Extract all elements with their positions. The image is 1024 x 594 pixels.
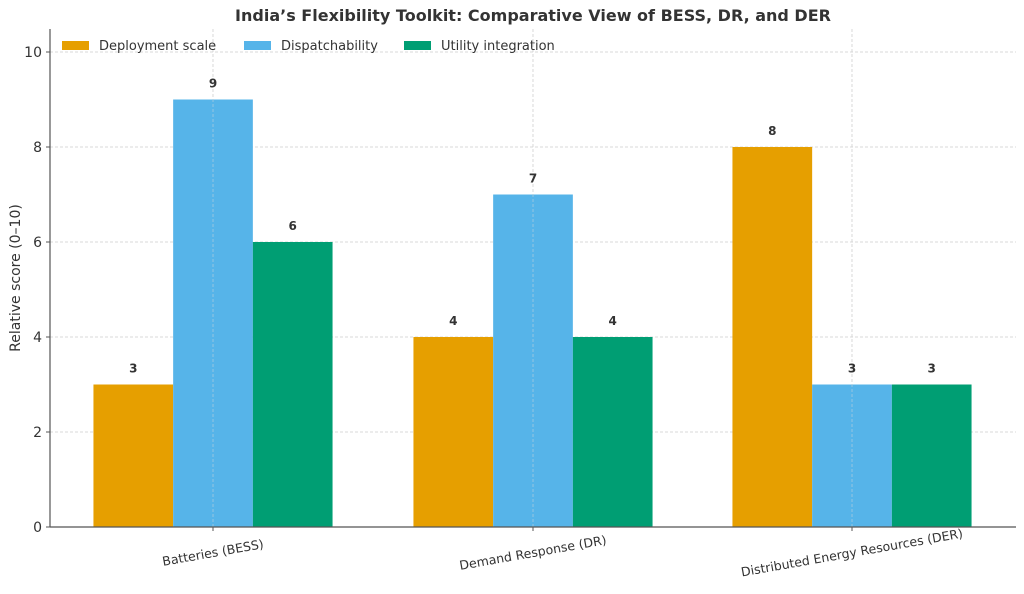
y-ticks: 0 2 4 6 8 10 — [24, 45, 50, 536]
y-tick-label: 0 — [33, 520, 42, 536]
y-tick-label: 8 — [33, 140, 42, 156]
data-label: 3 — [928, 362, 936, 376]
y-tick-label: 4 — [33, 330, 42, 346]
chart-title: India’s Flexibility Toolkit: Comparative… — [235, 6, 831, 25]
data-label: 4 — [609, 314, 617, 328]
legend-swatch — [404, 41, 431, 50]
x-tick-label: Distributed Energy Resources (DER) — [740, 526, 964, 580]
data-label: 3 — [848, 362, 856, 376]
x-ticks: Batteries (BESS) Demand Response (DR) Dist… — [161, 526, 964, 580]
data-label: 6 — [289, 219, 297, 233]
y-tick-label: 6 — [33, 235, 42, 251]
bar — [413, 337, 494, 527]
legend-label: Utility integration — [441, 39, 555, 54]
legend-swatch — [244, 41, 271, 50]
bar — [93, 384, 174, 527]
legend-swatch — [62, 41, 89, 50]
legend: Deployment scale Dispatchability Utility i… — [62, 39, 555, 54]
data-label: 7 — [529, 172, 537, 186]
legend-label: Deployment scale — [99, 39, 216, 54]
bar — [173, 99, 253, 527]
data-label: 8 — [768, 124, 776, 138]
legend-label: Dispatchability — [281, 39, 378, 54]
bars — [93, 99, 972, 527]
bar — [252, 242, 333, 527]
data-label: 9 — [209, 77, 217, 91]
y-axis-label: Relative score (0–10) — [8, 204, 24, 352]
data-label: 4 — [449, 314, 457, 328]
bar — [891, 384, 972, 527]
bar — [572, 337, 653, 527]
y-tick-label: 10 — [24, 45, 42, 61]
data-label: 3 — [129, 362, 137, 376]
bar — [732, 147, 813, 527]
x-tick-label: Batteries (BESS) — [161, 536, 265, 569]
data-labels: 3 4 8 9 7 3 6 4 3 — [129, 77, 936, 376]
x-tick-label: Demand Response (DR) — [458, 532, 607, 573]
y-tick-label: 2 — [33, 425, 42, 441]
